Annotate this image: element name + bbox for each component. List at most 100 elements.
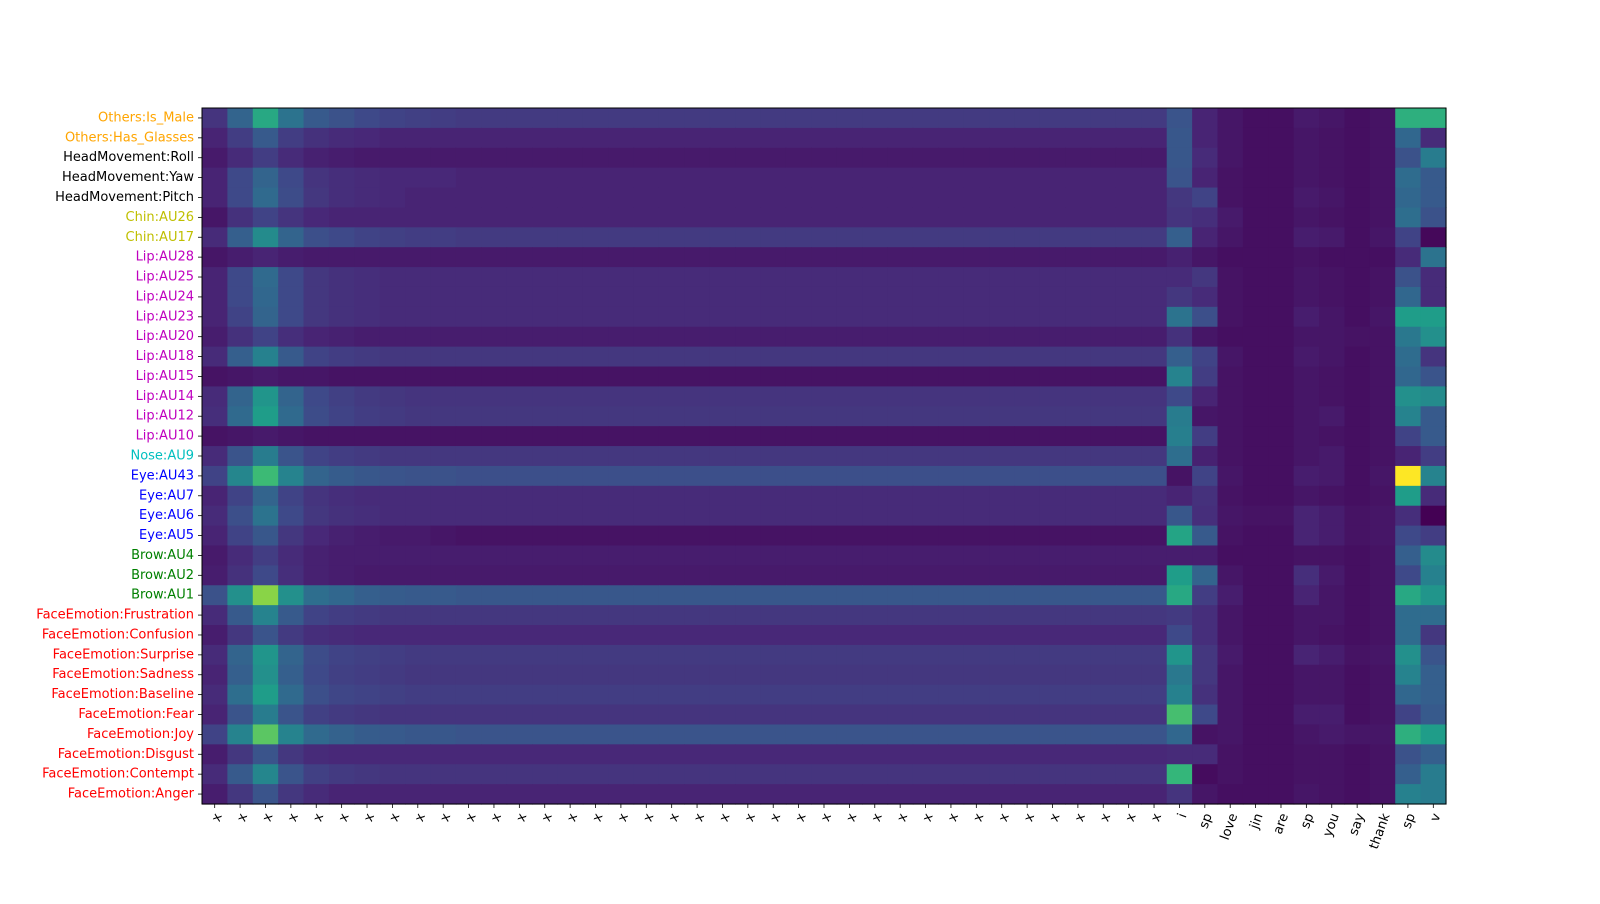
heatmap-cell xyxy=(379,147,406,169)
y-tick-label: FaceEmotion:Baseline xyxy=(51,687,194,702)
heatmap-cell xyxy=(481,625,508,646)
heatmap-cell xyxy=(785,326,812,348)
heatmap-cell xyxy=(1192,644,1219,666)
y-tick-label: HeadMovement:Roll xyxy=(63,150,194,165)
heatmap-cell xyxy=(354,764,381,785)
heatmap-cell xyxy=(938,525,965,547)
heatmap-cell xyxy=(963,525,990,547)
heatmap-cell xyxy=(785,764,812,785)
heatmap-cell xyxy=(938,406,965,427)
heatmap-cell xyxy=(1319,565,1346,586)
heatmap-cell xyxy=(1369,605,1396,626)
heatmap-cell xyxy=(1141,764,1168,785)
heatmap-cell xyxy=(481,167,508,189)
heatmap-cell xyxy=(735,545,762,566)
heatmap-cell xyxy=(328,545,355,566)
heatmap-cell xyxy=(1141,267,1168,288)
heatmap-cell xyxy=(938,664,965,686)
heatmap-cell xyxy=(481,545,508,566)
heatmap-cell xyxy=(582,267,609,288)
heatmap-cell xyxy=(887,565,914,586)
heatmap-cell xyxy=(938,108,965,129)
heatmap-cell xyxy=(658,465,685,487)
heatmap-cell xyxy=(1293,386,1320,407)
heatmap-cell xyxy=(1217,326,1244,348)
heatmap-cell xyxy=(1192,426,1219,447)
heatmap-cell xyxy=(1014,505,1041,527)
heatmap-cell xyxy=(938,684,965,706)
heatmap-cell xyxy=(862,525,889,547)
heatmap-cell xyxy=(1217,565,1244,586)
heatmap-cell xyxy=(354,127,381,149)
x-tick-label: x xyxy=(666,811,683,824)
heatmap-cell xyxy=(227,446,254,467)
heatmap-cell xyxy=(506,784,533,805)
heatmap-cell xyxy=(1369,644,1396,666)
heatmap-cell xyxy=(1319,326,1346,348)
heatmap-cell xyxy=(1369,167,1396,189)
heatmap-cell xyxy=(1217,704,1244,726)
heatmap-cell xyxy=(785,605,812,626)
heatmap-cell xyxy=(785,426,812,447)
heatmap-cell xyxy=(912,267,939,288)
heatmap-cell xyxy=(481,485,508,507)
heatmap-cell xyxy=(532,724,559,745)
y-tick-label: Eye:AU43 xyxy=(131,468,194,483)
heatmap-cell xyxy=(328,286,355,308)
heatmap-cell xyxy=(481,247,508,268)
heatmap-cell xyxy=(1242,784,1269,805)
heatmap-cell xyxy=(1115,267,1142,288)
heatmap-cell xyxy=(354,326,381,348)
heatmap-cell xyxy=(811,446,838,467)
heatmap-cell xyxy=(557,545,584,566)
heatmap-cell xyxy=(481,585,508,606)
heatmap-cell xyxy=(1395,505,1422,527)
heatmap-cell xyxy=(963,565,990,586)
heatmap-cell xyxy=(912,605,939,626)
heatmap-cell xyxy=(785,525,812,547)
heatmap-cell xyxy=(1242,446,1269,467)
heatmap-cell xyxy=(278,684,305,706)
heatmap-cell xyxy=(1090,127,1117,149)
heatmap-cell xyxy=(202,108,228,129)
heatmap-cell xyxy=(532,326,559,348)
heatmap-cell xyxy=(379,724,406,745)
heatmap-cell xyxy=(303,127,330,149)
heatmap-cell xyxy=(1369,366,1396,387)
heatmap-cell xyxy=(354,644,381,666)
heatmap-cell xyxy=(709,744,736,765)
heatmap-cell xyxy=(354,565,381,586)
heatmap-cell xyxy=(506,326,533,348)
heatmap-cell xyxy=(1344,784,1371,805)
heatmap-cell xyxy=(608,366,635,387)
heatmap-cell xyxy=(1090,386,1117,407)
heatmap-cell xyxy=(506,267,533,288)
x-tick-label: sp xyxy=(1298,811,1317,830)
heatmap-cell xyxy=(633,605,660,626)
heatmap-cell xyxy=(1395,545,1422,566)
heatmap-cell xyxy=(1344,465,1371,487)
heatmap-cell xyxy=(709,167,736,189)
heatmap-cell xyxy=(1166,167,1193,189)
heatmap-cell xyxy=(709,764,736,785)
heatmap-cell xyxy=(887,227,914,248)
heatmap-cell xyxy=(1344,286,1371,308)
heatmap-cell xyxy=(633,505,660,527)
heatmap-cell xyxy=(455,446,482,467)
heatmap-cell xyxy=(455,147,482,169)
heatmap-cell xyxy=(1192,605,1219,626)
heatmap-cell xyxy=(379,545,406,566)
heatmap-cell xyxy=(1039,485,1066,507)
heatmap-cell xyxy=(1369,485,1396,507)
heatmap-cell xyxy=(1039,187,1066,209)
heatmap-cell xyxy=(1090,267,1117,288)
heatmap-cell xyxy=(227,108,254,129)
heatmap-cell xyxy=(963,485,990,507)
heatmap-cell xyxy=(658,167,685,189)
heatmap-cell xyxy=(963,446,990,467)
heatmap-cell xyxy=(328,605,355,626)
heatmap-cell xyxy=(633,247,660,268)
heatmap-cell xyxy=(1014,306,1041,328)
heatmap-cell xyxy=(811,684,838,706)
heatmap-cell xyxy=(735,346,762,368)
